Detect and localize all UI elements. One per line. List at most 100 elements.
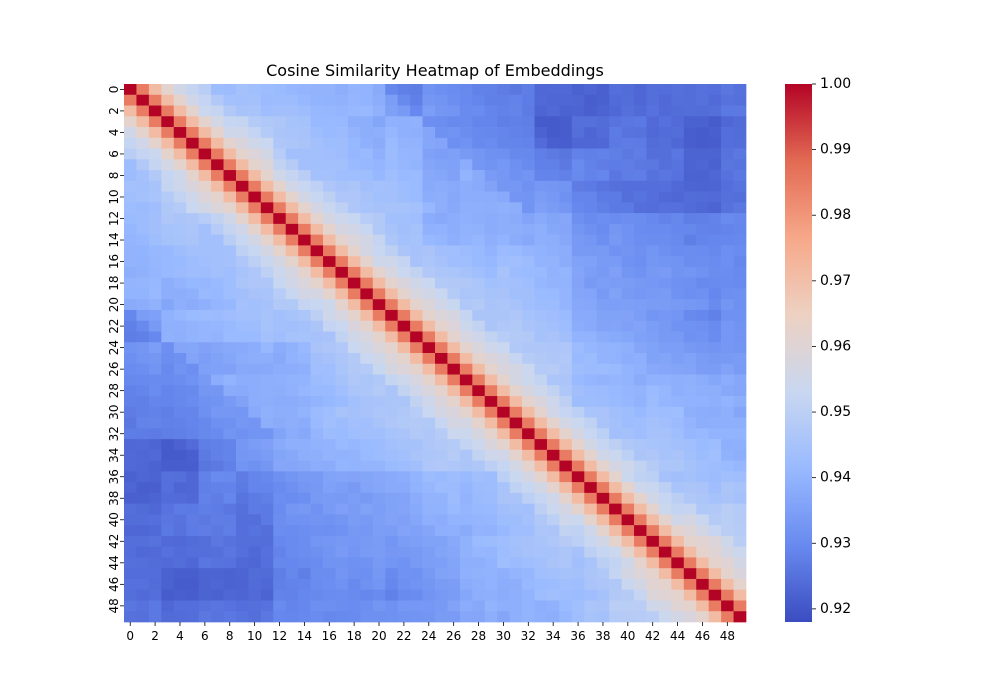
heatmap-cell [422, 159, 436, 171]
heatmap-cell [484, 105, 498, 117]
heatmap-cell [323, 342, 336, 354]
heatmap-cell [235, 578, 249, 591]
heatmap-cell [422, 492, 436, 504]
heatmap-cell [696, 589, 710, 601]
x-tick-label: 14 [297, 629, 312, 643]
heatmap-cell [323, 417, 336, 429]
heatmap-cell [534, 385, 548, 397]
heatmap-cell [459, 116, 473, 128]
heatmap-cell [596, 266, 610, 279]
heatmap-cell [298, 525, 311, 537]
heatmap-cell [472, 127, 486, 139]
heatmap-cell [161, 127, 175, 139]
heatmap-cell [397, 277, 411, 289]
heatmap-cell [497, 245, 510, 257]
heatmap-cell [497, 159, 510, 171]
y-tick-label: 46 [107, 577, 121, 592]
heatmap-cell [285, 611, 299, 623]
heatmap-cell [372, 94, 386, 106]
heatmap-cell [546, 320, 560, 332]
heatmap-cell [198, 84, 212, 96]
heatmap-cell [211, 578, 224, 591]
heatmap-cell [422, 439, 436, 451]
heatmap-cell [559, 223, 573, 235]
heatmap-cell [385, 568, 399, 580]
heatmap-cell [335, 213, 349, 225]
heatmap-cell [235, 84, 249, 96]
heatmap-cell [223, 600, 237, 612]
heatmap-cell [671, 525, 685, 537]
heatmap-cell [708, 202, 722, 214]
heatmap-cell [571, 202, 585, 214]
heatmap-cell [161, 309, 175, 322]
heatmap-cell [248, 492, 262, 504]
heatmap-cell [472, 578, 486, 591]
heatmap-cell [546, 396, 560, 408]
heatmap-cell [696, 406, 710, 418]
heatmap-cell [509, 159, 523, 171]
heatmap-cell [260, 299, 274, 311]
heatmap-cell [497, 503, 510, 515]
heatmap-cell [584, 353, 598, 365]
heatmap-cell [148, 589, 162, 601]
heatmap-cell [360, 589, 374, 601]
heatmap-cell [410, 309, 423, 322]
heatmap-cell [235, 428, 249, 440]
heatmap-cell [571, 266, 585, 279]
heatmap-cell [646, 353, 660, 365]
heatmap-cell [285, 396, 299, 408]
heatmap-cell [559, 363, 573, 375]
heatmap-cell [385, 331, 399, 343]
heatmap-cell [397, 105, 411, 117]
heatmap-cell [459, 535, 473, 548]
heatmap-cell [472, 84, 486, 96]
heatmap-cell [161, 202, 175, 214]
heatmap-cell [186, 353, 199, 365]
heatmap-cell [211, 331, 224, 343]
heatmap-cell [497, 170, 510, 182]
heatmap-cell [248, 277, 262, 289]
heatmap-cell [472, 449, 486, 461]
heatmap-cell [248, 449, 262, 461]
heatmap-cell [335, 503, 349, 515]
heatmap-cell [634, 245, 647, 257]
heatmap-cell [323, 406, 336, 418]
heatmap-cell [422, 331, 436, 343]
x-tick-label: 30 [496, 629, 511, 643]
heatmap-cell [696, 245, 710, 257]
heatmap-cell [559, 353, 573, 365]
heatmap-cell [584, 299, 598, 311]
heatmap-cell [186, 309, 199, 322]
heatmap-cell [609, 288, 622, 300]
heatmap-cell [683, 406, 697, 418]
heatmap-cell [248, 94, 262, 106]
heatmap-cell [360, 439, 374, 451]
heatmap-cell [671, 191, 685, 203]
heatmap-cell [596, 439, 610, 451]
heatmap-cell [708, 116, 722, 128]
heatmap-cell [509, 256, 523, 268]
heatmap-cell [609, 449, 622, 461]
heatmap-cell [397, 331, 411, 343]
heatmap-cell [534, 482, 548, 494]
heatmap-cell [273, 137, 287, 149]
heatmap-cell [646, 363, 660, 375]
x-tick-label: 40 [620, 629, 635, 643]
heatmap-cell [559, 439, 573, 451]
heatmap-cell [472, 439, 486, 451]
heatmap-cell [708, 266, 722, 279]
heatmap-cell [397, 202, 411, 214]
heatmap-cell [733, 170, 747, 182]
heatmap-cell [148, 256, 162, 268]
heatmap-cell [696, 94, 710, 106]
heatmap-cell [186, 180, 199, 192]
heatmap-cell [484, 578, 498, 591]
heatmap-cell [235, 309, 249, 322]
heatmap-cell [248, 589, 262, 601]
heatmap-cell [211, 557, 224, 569]
heatmap-cell [721, 234, 734, 246]
heatmap-cell [285, 428, 299, 440]
heatmap-cell [223, 353, 237, 365]
heatmap-cell [335, 611, 349, 623]
heatmap-cell [397, 256, 411, 268]
